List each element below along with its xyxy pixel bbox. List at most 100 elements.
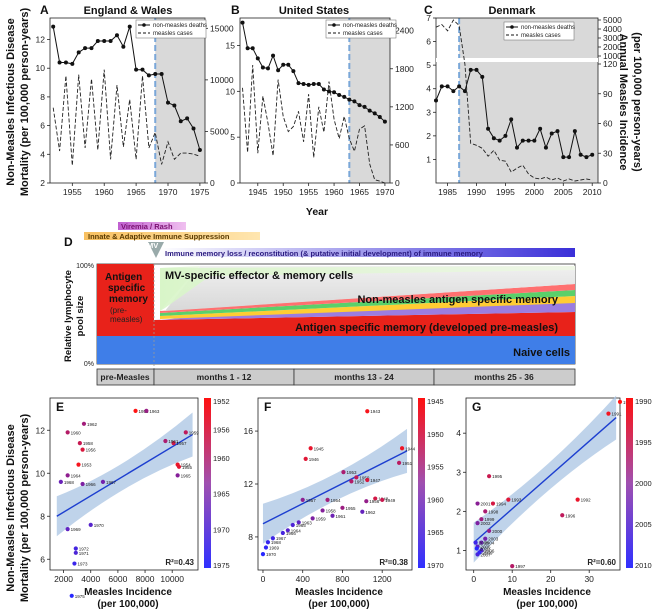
- scatter-point: [65, 430, 70, 435]
- panel-d-label: D: [64, 235, 73, 249]
- left-tick-label: 7: [426, 13, 431, 23]
- death-point: [153, 71, 158, 76]
- measles-cases-line: [435, 19, 593, 182]
- point-year-label: 1943: [370, 409, 381, 414]
- viremia-label: Viremia / Rash: [121, 222, 173, 231]
- death-point: [321, 87, 326, 92]
- point-year-label: 1951: [402, 461, 413, 466]
- x-tick-label: 1955: [299, 187, 318, 197]
- right-tick-label: 90: [603, 89, 613, 99]
- scatter-point: [280, 530, 285, 536]
- legend-deaths-marker: [332, 23, 336, 27]
- scatter-point: [479, 517, 484, 522]
- point-year-label: 1971: [79, 551, 90, 556]
- right-tick-label: 1000: [603, 51, 622, 61]
- panel-c-denmark: 0306090120100020003000400050001234567198…: [426, 13, 622, 197]
- death-point: [76, 50, 81, 55]
- scatter-point: [365, 409, 370, 414]
- stripe-green: [160, 290, 575, 316]
- point-year-label: 1958: [326, 508, 337, 513]
- point-year-label: 1972: [79, 547, 90, 552]
- right-tick-label: 3000: [603, 33, 622, 43]
- scatter-point: [380, 497, 385, 502]
- scatter-point: [510, 563, 515, 569]
- fit-line: [473, 417, 617, 544]
- panel-label: G: [472, 400, 481, 414]
- point-year-label: 1959: [316, 516, 327, 521]
- point-year-label: 1953: [82, 463, 93, 468]
- scatter-point: [58, 479, 63, 484]
- scatter-point: [349, 479, 354, 484]
- scatter-point: [171, 441, 176, 446]
- death-point: [515, 145, 519, 150]
- point-year-label: 1969: [71, 527, 82, 532]
- scatter-point: [285, 528, 290, 533]
- point-year-label: 1957: [177, 441, 188, 446]
- colorbar-label: 1945: [427, 397, 444, 406]
- death-point: [311, 82, 316, 86]
- left-tick-label: 10: [226, 86, 236, 96]
- death-point: [51, 24, 56, 29]
- scatter-point: [100, 479, 106, 484]
- year-colorbar: [204, 398, 211, 568]
- scatter-point: [479, 540, 484, 545]
- scatter-point: [303, 456, 308, 461]
- mv-specific-label: MV-specific effector & memory cells: [165, 270, 353, 282]
- point-year-label: 1998: [488, 509, 499, 514]
- point-year-label: 1969: [269, 546, 280, 551]
- right-tick-label: 600: [395, 140, 409, 150]
- death-point: [172, 103, 177, 108]
- point-year-label: 1946: [309, 457, 320, 462]
- scatter-point: [144, 408, 149, 413]
- x-tick-label: 1955: [63, 187, 82, 197]
- scatter-point: [133, 408, 138, 413]
- point-year-label: 2004: [484, 541, 495, 546]
- x-tick-label: 2000: [54, 574, 73, 584]
- death-point: [342, 94, 347, 99]
- scatter-point: [399, 446, 405, 451]
- right-tick-label: 1200: [395, 102, 414, 112]
- colorbar-label: 1955: [427, 463, 444, 472]
- point-year-label: 1956: [369, 499, 380, 504]
- y-tick-label: 12: [36, 425, 46, 435]
- x-tick-label: 400: [296, 574, 310, 584]
- colorbar-label: 1950: [427, 430, 444, 439]
- point-year-label: 1952: [139, 409, 150, 414]
- x-tick-label: 8000: [136, 574, 155, 584]
- death-point: [102, 38, 107, 43]
- left-tick-label: 12: [36, 35, 46, 45]
- legend-deaths-label: non-measles deaths: [153, 23, 207, 29]
- point-year-label: 2007: [481, 552, 492, 557]
- point-year-label: 1959: [189, 430, 200, 435]
- scatter-point: [606, 411, 611, 416]
- antigen-memory-label-5: measles): [110, 315, 143, 324]
- left-tick-label: 6: [40, 121, 45, 131]
- pre-measles-text: pre-Measles: [100, 372, 149, 382]
- right-tick-label: 5000: [210, 126, 229, 136]
- immune-memory-band: [160, 248, 575, 257]
- death-point: [332, 90, 337, 95]
- death-point: [347, 97, 352, 102]
- point-year-label: 1957: [306, 498, 317, 503]
- point-year-label: 1955: [345, 506, 356, 511]
- x-tick-label: 1960: [95, 187, 114, 197]
- left-tick-label: 2: [426, 131, 431, 141]
- scatter-point: [176, 464, 182, 469]
- legend-deaths-label: non-measles deaths: [343, 23, 397, 29]
- point-year-label: 1970: [266, 552, 277, 557]
- point-year-label: 1954: [181, 463, 192, 468]
- colorbar-label: 2000: [635, 479, 652, 488]
- post-vaccine-shading: [155, 18, 205, 183]
- x-axis-label-units: (per 100,000): [308, 599, 369, 610]
- point-year-label: 1968: [271, 540, 282, 545]
- death-point: [89, 46, 94, 51]
- scatter-point: [506, 497, 511, 502]
- year-axis-label: Year: [306, 206, 328, 218]
- scatter-point: [364, 499, 369, 504]
- point-year-label: 1956: [86, 448, 97, 453]
- colorbar-label: 2010: [635, 561, 652, 570]
- point-year-label: 1950: [359, 475, 370, 480]
- r-squared: R²=0.60: [587, 558, 616, 567]
- death-point: [95, 38, 100, 43]
